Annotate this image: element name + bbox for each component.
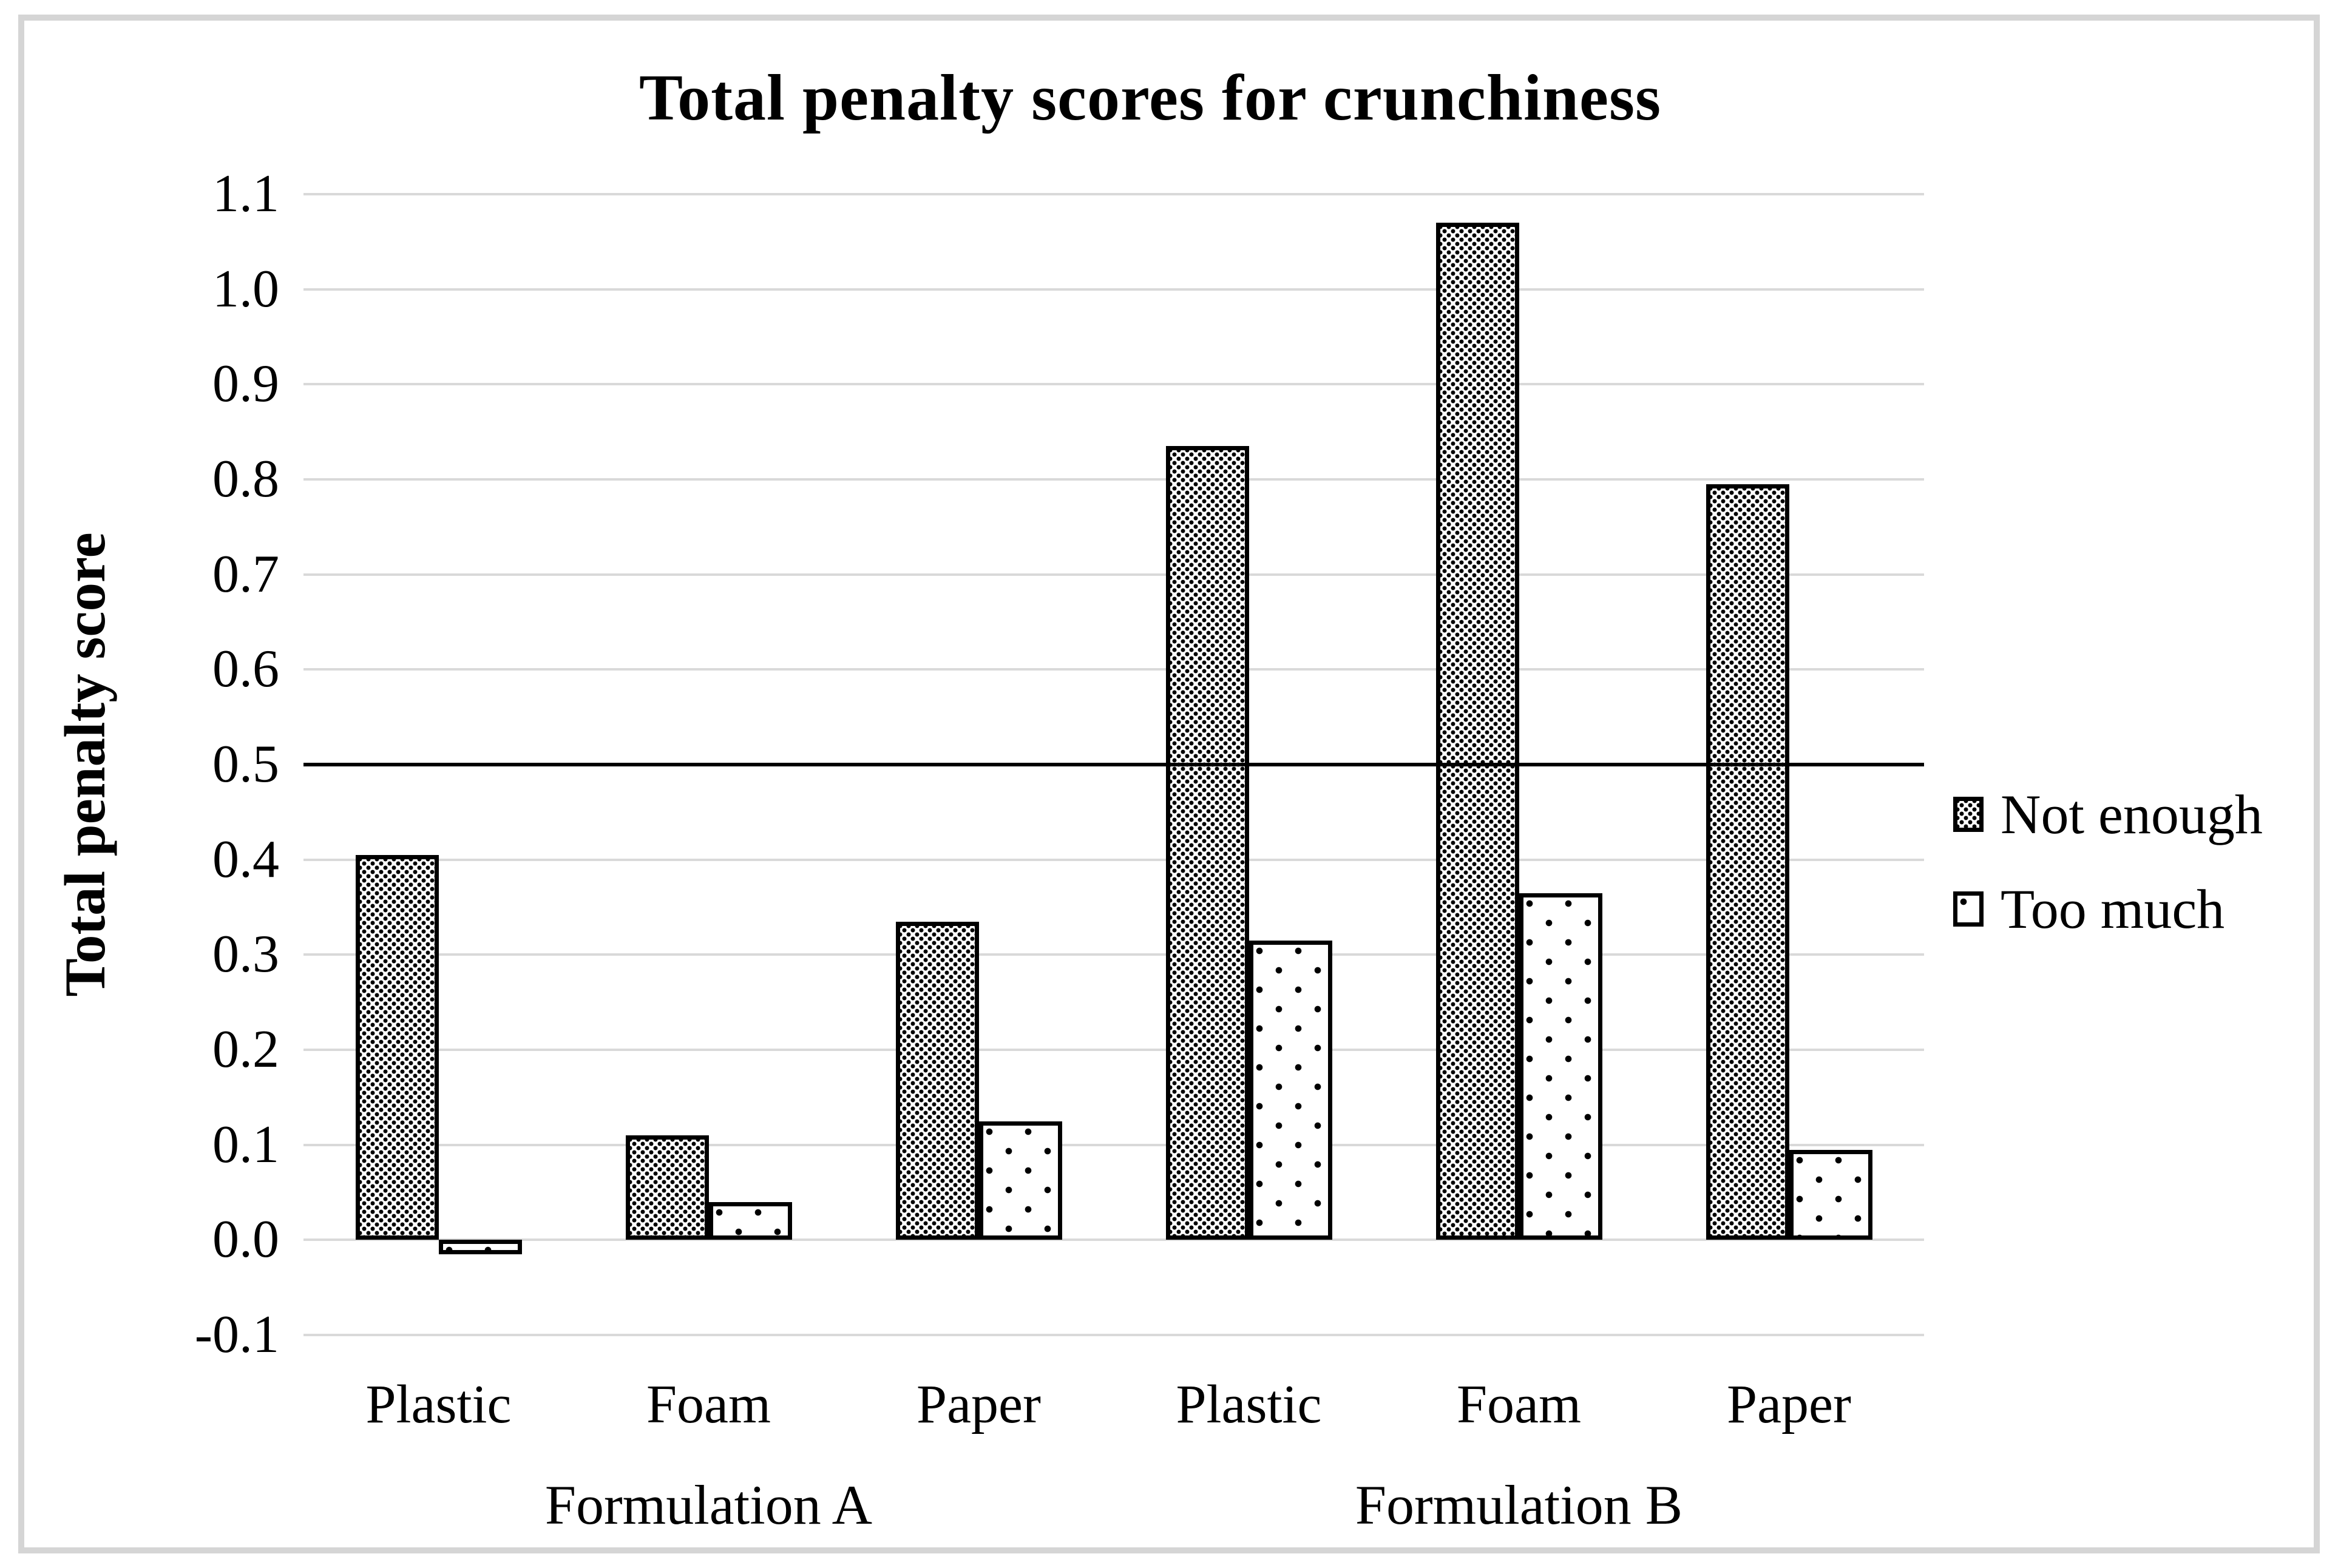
bar-not-enough-4 [1435, 223, 1519, 1240]
gridline [303, 1143, 1924, 1146]
y-tick-label: 0.4 [212, 830, 279, 889]
y-tick-label: 0.1 [212, 1115, 279, 1174]
gridline [303, 383, 1924, 386]
x-category-label: Paper [1727, 1374, 1851, 1435]
legend: Not enough Too much [1953, 786, 2263, 976]
y-tick-label: 0.7 [212, 544, 279, 604]
x-category-label: Foam [646, 1374, 771, 1435]
bar-not-enough-5 [1706, 484, 1789, 1240]
plot-area [303, 193, 1924, 1336]
gridline [303, 1239, 1924, 1242]
legend-item-not-enough: Not enough [1953, 786, 2263, 842]
gridline [303, 573, 1924, 576]
legend-label-not-enough: Not enough [2001, 783, 2263, 845]
y-tick-label: 0.6 [212, 640, 279, 699]
x-category-label: Paper [917, 1374, 1041, 1435]
y-tick-label: 0.8 [212, 450, 279, 509]
y-tick-label: 1.1 [212, 164, 279, 223]
y-tick-label: 0.3 [212, 925, 279, 984]
gridline [303, 668, 1924, 671]
y-tick-label: 1.0 [212, 259, 279, 319]
chart-title: Total penalty scores for crunchiness [639, 62, 1662, 134]
bar-too-much-2 [978, 1121, 1062, 1240]
gridline [303, 1049, 1924, 1051]
x-group-label: Formulation B [1355, 1474, 1683, 1536]
bar-too-much-5 [1789, 1149, 1872, 1240]
gridline [303, 1334, 1924, 1336]
legend-item-too-much: Too much [1953, 881, 2263, 937]
bar-too-much-4 [1519, 893, 1602, 1240]
gridline [303, 478, 1924, 481]
x-group-label: Formulation A [544, 1474, 873, 1536]
gridline [303, 193, 1924, 195]
bar-not-enough-0 [355, 854, 439, 1240]
bar-not-enough-2 [895, 921, 979, 1240]
legend-swatch-not-enough-icon [1953, 797, 1984, 832]
bar-too-much-3 [1249, 940, 1332, 1240]
x-category-label: Plastic [365, 1374, 512, 1435]
reference-line-0-5 [303, 763, 1924, 766]
bar-not-enough-1 [625, 1135, 709, 1240]
bar-too-much-0 [438, 1240, 522, 1254]
gridline [303, 288, 1924, 291]
y-tick-label: 0.9 [212, 354, 279, 414]
gridline [303, 953, 1924, 956]
x-category-label: Foam [1456, 1374, 1581, 1435]
y-tick-label: 0.2 [212, 1020, 279, 1079]
bar-too-much-1 [708, 1201, 792, 1240]
bar-not-enough-3 [1165, 446, 1249, 1240]
gridline [303, 858, 1924, 861]
legend-swatch-too-much-icon [1953, 891, 1984, 927]
x-category-label: Plastic [1176, 1374, 1322, 1435]
y-tick-label: -0.1 [194, 1305, 279, 1364]
legend-label-too-much: Too much [2001, 878, 2225, 940]
y-tick-label: 0.5 [212, 735, 279, 794]
y-tick-label: 0.0 [212, 1210, 279, 1269]
